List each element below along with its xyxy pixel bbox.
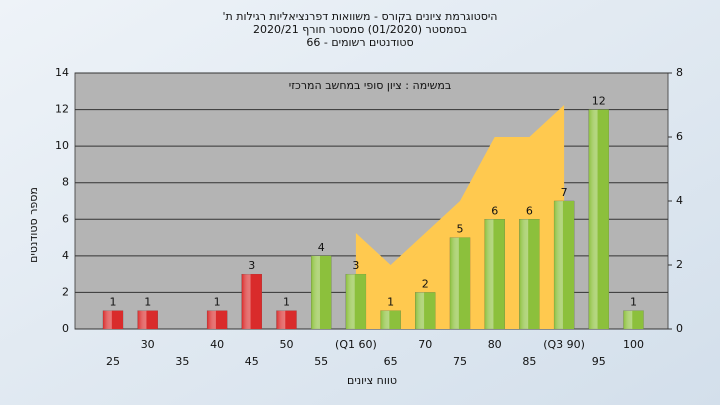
y-tick-label: 8 [62,176,69,189]
data-label: 1 [387,296,394,309]
x-tick-label: 70 [418,338,432,351]
y2-tick-label: 8 [676,66,683,79]
y-tick-label: 0 [62,322,69,335]
data-label: 6 [526,204,533,217]
data-label: 1 [214,296,221,309]
y-tick-label: 6 [62,212,69,225]
y-tick-label: 4 [62,249,69,262]
x-tick-label: 95 [592,355,606,368]
data-label: 5 [457,223,464,236]
data-label: 7 [561,186,568,199]
y2-tick-label: 4 [676,194,683,207]
bar [102,310,124,330]
data-label: 2 [422,277,429,290]
x-tick-label: 85 [522,355,536,368]
data-label: 1 [283,296,290,309]
y2-tick-label: 0 [676,322,683,335]
data-label: 6 [491,204,498,217]
x-tick-label: 35 [175,355,189,368]
chart-subtitle: סטודנטים רשומים - 66 [306,36,413,49]
bar [311,255,332,330]
data-label: 3 [352,259,359,272]
bar [206,310,228,330]
x-tick-label: 30 [141,338,155,351]
annotation: במשימה : ציון סופי במחשב המרכזי [289,79,452,92]
bar [276,310,297,330]
x-tick-label: 100 [623,338,644,351]
bar [241,273,262,330]
data-label: 4 [318,241,325,254]
x-tick-label: 80 [488,338,502,351]
bar [588,109,609,330]
x-tick-label: 55 [314,355,328,368]
y-axis-label: מספר סטודנטים [27,187,40,263]
y2-tick-label: 2 [676,258,683,271]
y-tick-label: 14 [55,66,69,79]
area [355,105,565,329]
y-tick-label: 10 [55,139,69,152]
data-label: 1 [630,296,637,309]
x-tick-label: 40 [210,338,224,351]
x-tick-label: 75 [453,355,467,368]
x-tick-label: (Q3 90) [543,338,585,351]
bar [449,237,471,330]
y2-tick-label: 6 [676,130,683,143]
data-label: 1 [144,296,151,309]
x-tick-label: 25 [106,355,120,368]
x-axis-label: טווח ציונים [347,374,397,387]
x-tick-label: (Q1 60) [335,338,377,351]
bar [345,273,367,330]
bar [484,219,505,330]
bar [380,310,401,330]
bar [623,310,644,330]
data-label: 12 [592,95,606,108]
bar [519,219,540,330]
x-tick-label: 50 [280,338,294,351]
y-tick-label: 12 [55,103,69,116]
bar [553,200,575,330]
bar [415,292,436,330]
data-label: 3 [248,259,255,272]
chart-subtitle: בסמסטר (01/2020) סמסטר חורף 2020/21 [253,23,467,36]
bar [137,310,158,330]
y-tick-label: 2 [62,285,69,298]
chart-title: היסטוגרמת ציונים בקורס - משוואות דפרנציא… [223,10,498,23]
data-label: 1 [110,296,117,309]
x-tick-label: 65 [384,355,398,368]
x-tick-label: 45 [245,355,259,368]
